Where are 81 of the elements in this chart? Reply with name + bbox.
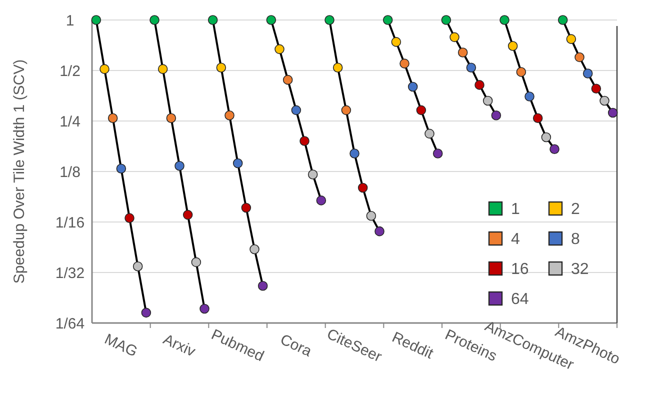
point (132, 261, 143, 272)
point (124, 213, 134, 223)
point (482, 96, 493, 106)
point (416, 105, 426, 116)
point (358, 182, 368, 193)
y-tick-label: 1/32 (55, 264, 85, 282)
point (608, 108, 618, 118)
legend-label: 4 (511, 231, 520, 248)
legend-label: 2 (571, 201, 580, 218)
point (108, 113, 118, 124)
point (274, 44, 284, 54)
y-tick-label: 1/4 (60, 113, 80, 130)
legend-label: 8 (571, 231, 580, 248)
point (582, 68, 593, 78)
point (350, 148, 360, 158)
point (574, 52, 584, 62)
point (500, 15, 510, 25)
point (424, 128, 434, 139)
point (524, 92, 534, 102)
point (566, 34, 576, 44)
point (316, 196, 326, 206)
legend-label: 16 (511, 261, 529, 278)
y-tick-label: 1/2 (60, 62, 80, 80)
legend-label: 64 (511, 291, 529, 308)
point (408, 82, 418, 92)
point (600, 96, 610, 106)
legend-label: 32 (571, 261, 589, 278)
y-tick-label: 1 (66, 12, 74, 30)
point (532, 113, 543, 124)
point (241, 202, 252, 213)
point (191, 257, 202, 268)
legend-label: 1 (511, 201, 520, 218)
x-tick-label: MAG (102, 330, 140, 361)
point (366, 210, 376, 221)
y-axis-title: Speedup Over Tile Width 1 (SCV) (11, 59, 28, 284)
point (100, 64, 110, 74)
x-tick-label: Cora (278, 331, 315, 361)
point (141, 308, 152, 318)
point (591, 84, 602, 94)
point (300, 136, 310, 146)
point (374, 226, 384, 236)
point (174, 161, 184, 171)
point (308, 170, 318, 180)
point (391, 37, 402, 47)
point (266, 15, 276, 25)
point (216, 62, 226, 73)
point (508, 41, 518, 51)
point (450, 32, 460, 42)
point (150, 15, 160, 25)
point (258, 281, 268, 291)
point (158, 64, 168, 74)
point (224, 110, 234, 120)
point (474, 80, 484, 90)
point (441, 15, 452, 25)
point (324, 15, 334, 25)
point (166, 113, 176, 124)
point (458, 48, 468, 58)
point (291, 105, 302, 116)
point (332, 62, 343, 73)
point (182, 210, 193, 220)
point (516, 67, 526, 77)
point (432, 148, 443, 158)
y-tick-label: 1/8 (60, 164, 80, 181)
y-tick-label: 1/16 (55, 214, 85, 232)
point (550, 144, 560, 154)
point (382, 15, 393, 25)
point (541, 132, 552, 142)
point (250, 244, 260, 254)
point (208, 15, 218, 25)
point (116, 164, 126, 174)
point (232, 158, 243, 168)
point (466, 62, 476, 73)
point (282, 74, 293, 85)
point (491, 110, 502, 120)
point (341, 105, 352, 116)
point (558, 15, 568, 25)
x-tick-label: Arxiv (160, 330, 198, 361)
point (400, 58, 410, 68)
y-tick-label: 1/64 (55, 315, 85, 332)
point (200, 304, 210, 314)
point (91, 15, 102, 25)
